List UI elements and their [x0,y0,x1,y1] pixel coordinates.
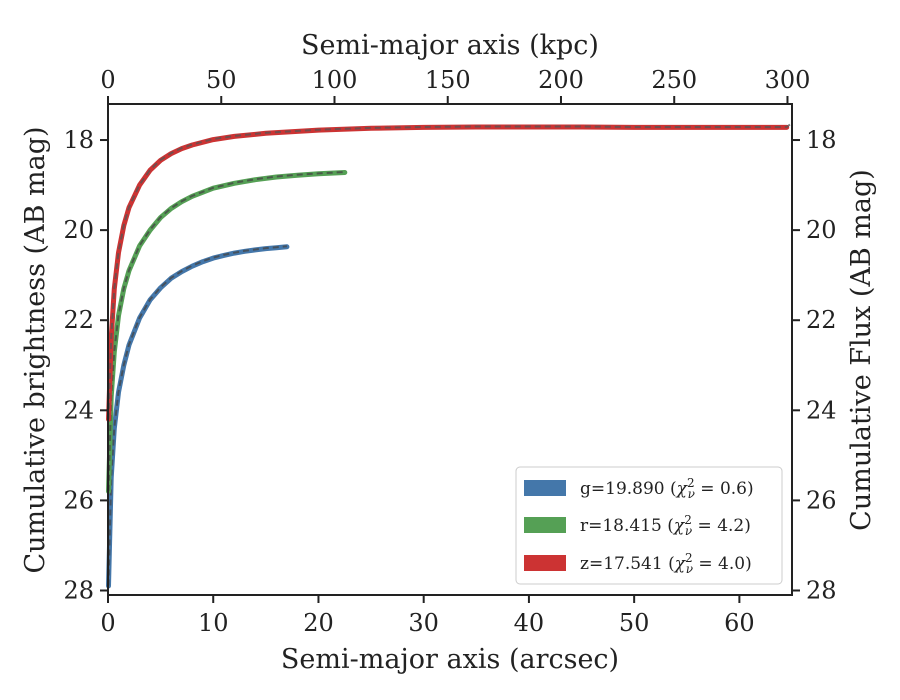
x-tick-label-top: 50 [206,66,237,94]
axes-layer: 0 10 20 30 40 50 60 0 50 100 150 200 250 300 18 18 20 20 2… [63,66,836,637]
y-tick-label-right: 22 [806,306,837,334]
y-tick-label-left: 18 [63,126,94,154]
x-tick-label-top: 200 [538,66,584,94]
y-tick-label-left: 22 [63,306,94,334]
x-tick-label-bottom: 20 [303,609,334,637]
x-tick-label-bottom: 60 [724,609,755,637]
y-tick-label-left: 28 [63,576,94,604]
y-tick-label-left: 26 [63,486,94,514]
legend-swatch-z [524,555,566,571]
model-line-r [107,171,345,491]
model-line-z [107,122,793,419]
legend-label-r: r=18.415 (χ2 ν = 4.2) [580,513,751,538]
x-tick-label-bottom: 30 [408,609,439,637]
x-tick-label-bottom: 50 [619,609,650,637]
x-tick-label-top: 250 [651,66,697,94]
y-tick-label-right: 24 [806,396,837,424]
x-tick-label-top: 0 [100,66,115,94]
y-tick-label-right: 18 [806,126,837,154]
x-axis-title-bottom: Semi-major axis (arcsec) [281,644,619,675]
legend: g=19.890 (χ2 ν = 0.6) r=18.415 (χ2 ν = 4.2… [515,466,783,585]
x-tick-label-bottom: 40 [514,609,545,637]
x-tick-label-top: 100 [312,66,358,94]
legend-frame [515,466,783,585]
y-axis-title-right: Cumulative Flux (AB mag) [846,169,877,531]
y-tick-label-right: 28 [806,576,837,604]
model-line-g [107,245,287,586]
y-tick-label-right: 20 [806,216,837,244]
y-tick-label-right: 26 [806,486,837,514]
legend-label-g: g=19.890 (χ2 ν = 0.6) [580,476,754,501]
x-tick-label-top: 300 [765,66,811,94]
x-tick-label-bottom: 0 [100,609,115,637]
legend-label-z: z=17.541 (χ2 ν = 4.0) [580,551,752,576]
legend-swatch-g [524,480,566,496]
plot-frame [107,103,793,596]
series-layer [106,122,793,589]
y-tick-label-left: 20 [63,216,94,244]
x-axis-title-top: Semi-major axis (kpc) [301,30,599,61]
x-tick-label-top: 150 [425,66,471,94]
legend-swatch-r [524,517,566,533]
y-axis-title-left: Cumulative brightness (AB mag) [20,126,51,573]
y-tick-label-left: 24 [63,396,94,424]
x-tick-label-bottom: 10 [198,609,229,637]
